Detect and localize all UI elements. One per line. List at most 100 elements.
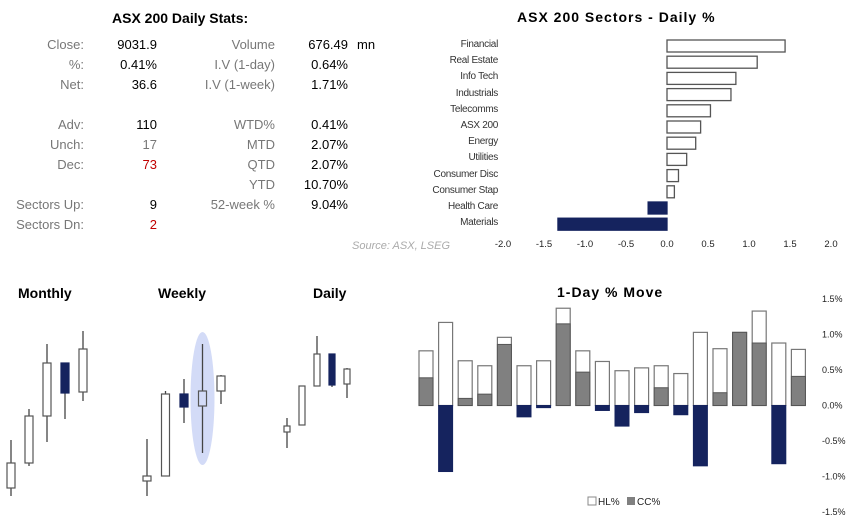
move-title: 1-Day % Move [557, 284, 664, 300]
cc-bar [418, 377, 434, 406]
weekly-title: Weekly [158, 285, 206, 301]
candle-body [24, 415, 34, 464]
stat-label: I.V (1-day) [214, 57, 275, 72]
hl-bar [614, 370, 630, 407]
stat-value: 0.41% [311, 117, 348, 132]
daily-title: Daily [313, 285, 347, 301]
y-tick-label: -1.5% [822, 507, 846, 517]
stats-title: ASX 200 Daily Stats: [112, 10, 249, 26]
source-note: Source: ASX, LSEG [352, 240, 451, 252]
x-tick-label: -1.5 [535, 239, 553, 250]
stat-label: Sectors Dn: [16, 217, 84, 232]
legend-cc-label: CC% [637, 497, 660, 508]
sector-label: Materials [460, 217, 498, 229]
stat-value: 73 [142, 157, 157, 172]
cc-bar [771, 405, 787, 465]
hl-bar [516, 365, 532, 407]
stat-value: 1.71% [311, 77, 348, 92]
sector-bar [666, 71, 737, 86]
x-tick-label: -1.0 [576, 239, 594, 250]
cc-bar [790, 375, 806, 406]
cc-bar [712, 392, 728, 407]
hl-bar [673, 372, 689, 407]
stat-label: Close: [47, 37, 84, 52]
sector-bar [666, 185, 676, 199]
cc-bar [536, 405, 552, 409]
candlestick-charts [6, 331, 351, 496]
stat-value: 36.6 [131, 77, 157, 92]
cc-bar [634, 405, 650, 414]
stat-value: 110 [136, 117, 157, 132]
cc-bar [594, 405, 610, 411]
stat-value: 2.07% [311, 157, 348, 172]
stat-value: 9 [149, 197, 157, 212]
y-tick-label: 0.0% [822, 401, 843, 411]
sector-bar [666, 55, 758, 69]
sector-bar [666, 152, 688, 167]
stat-label: Dec: [57, 157, 84, 172]
candle-body [42, 362, 52, 417]
stat-label: QTD [247, 157, 275, 172]
stat-value: 2 [149, 217, 157, 232]
x-tick-label: -0.5 [617, 239, 635, 250]
cc-bar [575, 371, 591, 406]
sector-label: Telecomms [450, 103, 498, 115]
sector-label: Energy [468, 136, 498, 148]
hl-bar [692, 331, 708, 407]
stat-label: YTD [249, 177, 275, 192]
x-tick-label: 1.0 [742, 239, 756, 250]
candle-body [60, 362, 70, 394]
cc-bar [692, 405, 708, 467]
monthly-title: Monthly [18, 285, 72, 301]
sector-bar [666, 39, 786, 53]
stat-value: 676.49 [308, 37, 348, 52]
stat-label: Adv: [57, 117, 84, 132]
stat-label: Volume [231, 37, 275, 52]
cc-bar [732, 331, 748, 406]
candle-body [179, 393, 189, 408]
sector-bar [557, 217, 668, 231]
candle-body [6, 462, 16, 489]
y-tick-label: 1.0% [822, 330, 843, 340]
stat-label: I.V (1-week) [204, 77, 275, 92]
sector-bar [666, 168, 680, 183]
volume-unit: mn [357, 37, 376, 52]
candle-body [78, 348, 88, 393]
hl-bar [771, 342, 787, 407]
stat-label: %: [68, 57, 84, 72]
cc-bar [673, 405, 689, 416]
stat-value: 9.04% [311, 197, 348, 212]
stat-label: 52-week % [210, 197, 275, 212]
cc-bar [751, 342, 767, 406]
x-tick-label: 0.5 [701, 239, 715, 250]
sector-label: Industrials [455, 87, 499, 99]
y-tick-label: 0.5% [822, 365, 843, 375]
candle-body [328, 353, 336, 386]
sector-label: Real Estate [449, 55, 499, 67]
cc-bar [438, 405, 454, 473]
sector-label: ASX 200 [460, 120, 499, 131]
sector-bar [666, 87, 732, 102]
candle-body [142, 475, 152, 482]
stat-label: Unch: [50, 137, 84, 152]
candle-body [160, 393, 171, 477]
cc-bar [516, 405, 532, 418]
hl-bar [535, 360, 552, 407]
stat-label: MTD [246, 137, 275, 152]
candle-body [216, 375, 226, 392]
candle-body [343, 368, 351, 385]
cc-bar [457, 397, 473, 407]
candle-body [283, 425, 291, 433]
cc-bar [653, 387, 669, 406]
x-tick-label: -2.0 [494, 239, 512, 250]
sector-bar [666, 104, 712, 118]
sector-label: Info Tech [460, 71, 498, 83]
sector-bar [647, 201, 668, 215]
stat-value: 10.70% [303, 177, 348, 192]
x-tick-label: 2.0 [824, 239, 838, 250]
candle-body [197, 390, 208, 407]
cc-bar [614, 405, 630, 427]
legend-hl-label: HL% [598, 497, 620, 508]
hl-bar [634, 367, 650, 407]
hl-bar [438, 321, 454, 407]
